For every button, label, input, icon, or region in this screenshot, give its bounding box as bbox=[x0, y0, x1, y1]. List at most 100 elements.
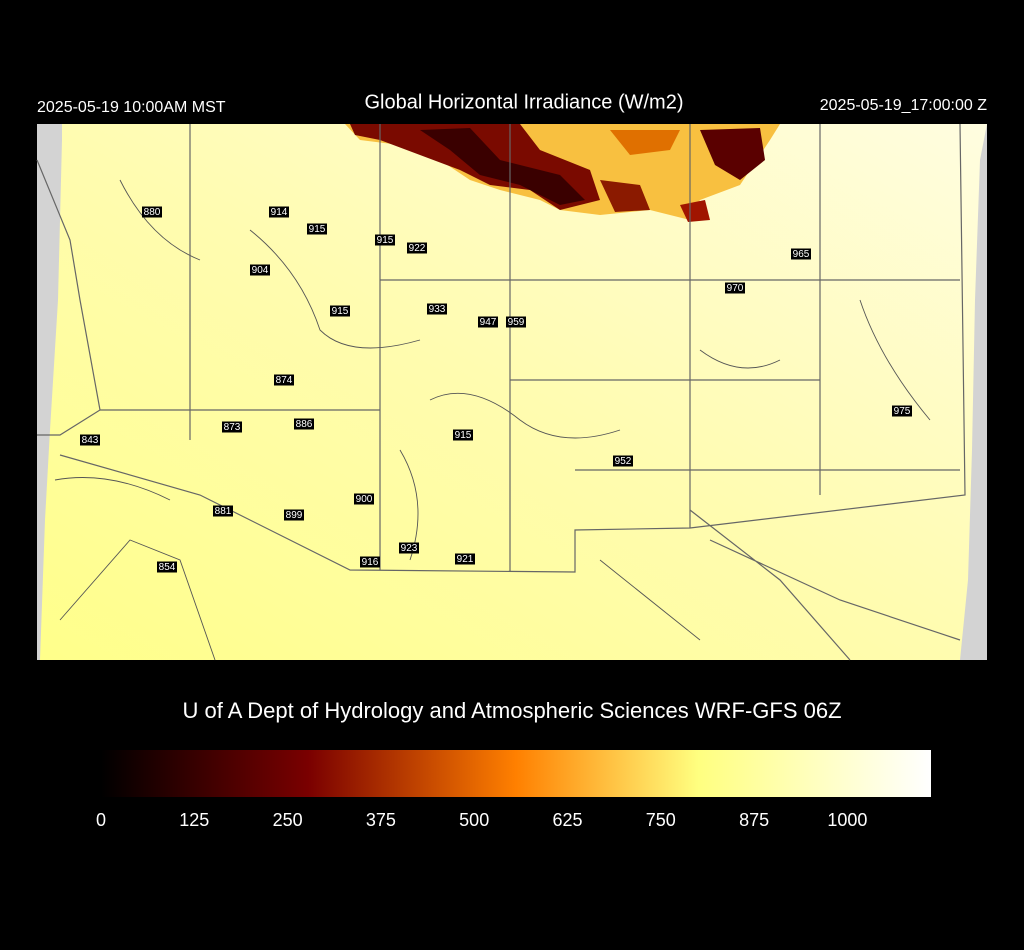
station-value: 899 bbox=[286, 510, 303, 521]
station: 959 bbox=[506, 316, 526, 328]
colorbar-tick-label: 750 bbox=[646, 810, 676, 830]
station: 900 bbox=[354, 493, 374, 505]
station: 854 bbox=[157, 561, 177, 573]
station: 952 bbox=[613, 455, 633, 467]
station: 843 bbox=[80, 434, 100, 446]
station: 899 bbox=[284, 509, 304, 521]
station-box bbox=[142, 206, 162, 218]
colorbar-tick-label: 375 bbox=[366, 810, 396, 830]
credit: U of A Dept of Hydrology and Atmospheric… bbox=[182, 698, 841, 723]
station: 975 bbox=[892, 405, 912, 417]
cloud-field bbox=[345, 124, 780, 222]
station-box bbox=[407, 242, 427, 254]
station: 880 bbox=[142, 206, 162, 218]
station-box bbox=[375, 234, 395, 246]
station-box bbox=[427, 303, 447, 315]
station-box bbox=[213, 505, 233, 517]
station-box bbox=[399, 542, 419, 554]
colorbar-tick-label: 1000 bbox=[827, 810, 867, 830]
station: 933 bbox=[427, 303, 447, 315]
station-box bbox=[294, 418, 314, 430]
valid-utc: 2025-05-19_17:00:00 Z bbox=[820, 97, 987, 114]
station-value: 914 bbox=[271, 207, 288, 218]
colorbar-tick-label: 125 bbox=[179, 810, 209, 830]
station: 922 bbox=[407, 242, 427, 254]
station-value: 915 bbox=[455, 430, 472, 441]
station-value: 886 bbox=[296, 419, 313, 430]
station-value: 900 bbox=[356, 494, 373, 505]
station-box bbox=[354, 493, 374, 505]
station-value: 916 bbox=[362, 557, 379, 568]
station: 915 bbox=[307, 223, 327, 235]
station: 970 bbox=[725, 282, 745, 294]
station-value: 904 bbox=[252, 265, 269, 276]
station: 874 bbox=[274, 374, 294, 386]
station-value: 952 bbox=[615, 456, 632, 467]
station: 881 bbox=[213, 505, 233, 517]
station-value: 843 bbox=[82, 435, 99, 446]
station-box bbox=[222, 421, 242, 433]
station-box bbox=[307, 223, 327, 235]
station-value: 933 bbox=[429, 304, 446, 315]
station: 886 bbox=[294, 418, 314, 430]
station-value: 915 bbox=[377, 235, 394, 246]
station-value: 881 bbox=[215, 506, 232, 517]
station: 965 bbox=[791, 248, 811, 260]
colorbar-tick-label: 500 bbox=[459, 810, 489, 830]
station-value: 874 bbox=[276, 375, 293, 386]
station-box bbox=[274, 374, 294, 386]
station-value: 947 bbox=[480, 317, 497, 328]
station: 915 bbox=[375, 234, 395, 246]
station-box bbox=[725, 282, 745, 294]
map-title: Global Horizontal Irradiance (W/m2) bbox=[365, 91, 684, 113]
station-value: 873 bbox=[224, 422, 241, 433]
station-box bbox=[506, 316, 526, 328]
colorbar-ticks: 0 125 250 375 500 625 750 875 1000 bbox=[96, 810, 867, 830]
station-box bbox=[80, 434, 100, 446]
station-value: 923 bbox=[401, 543, 418, 554]
station-value: 921 bbox=[457, 554, 474, 565]
station-value: 970 bbox=[727, 283, 744, 294]
map-field bbox=[37, 124, 987, 660]
colorbar bbox=[101, 750, 931, 797]
no-data-left bbox=[37, 124, 62, 660]
station-box bbox=[269, 206, 289, 218]
valid-local: 2025-05-19 10:00AM MST bbox=[37, 99, 226, 116]
map bbox=[36, 123, 987, 661]
station-value: 880 bbox=[144, 207, 161, 218]
colorbar-tick-label: 625 bbox=[552, 810, 582, 830]
colorbar-tick-label: 0 bbox=[96, 810, 106, 830]
station-box bbox=[478, 316, 498, 328]
station-value: 922 bbox=[409, 243, 426, 254]
station: 921 bbox=[455, 553, 475, 565]
station: 914 bbox=[269, 206, 289, 218]
station-box bbox=[284, 509, 304, 521]
station-box bbox=[613, 455, 633, 467]
station-box bbox=[892, 405, 912, 417]
station: 923 bbox=[399, 542, 419, 554]
station: 904 bbox=[250, 264, 270, 276]
station: 915 bbox=[453, 429, 473, 441]
colorbar-tick-label: 875 bbox=[739, 810, 769, 830]
station-box bbox=[250, 264, 270, 276]
station-box bbox=[330, 305, 350, 317]
station-box bbox=[455, 553, 475, 565]
station-box bbox=[157, 561, 177, 573]
station-value: 854 bbox=[159, 562, 176, 573]
station-labels: 880 914 915 915 922 904 970 965 933 915 947 959 874 9… bbox=[80, 206, 912, 573]
station: 915 bbox=[330, 305, 350, 317]
station: 873 bbox=[222, 421, 242, 433]
station-box bbox=[360, 556, 380, 568]
station-box bbox=[453, 429, 473, 441]
station-value: 915 bbox=[332, 306, 349, 317]
station-value: 975 bbox=[894, 406, 911, 417]
station: 947 bbox=[478, 316, 498, 328]
station-value: 965 bbox=[793, 249, 810, 260]
colorbar-tick-label: 250 bbox=[273, 810, 303, 830]
no-data-right bbox=[960, 124, 987, 660]
station-value: 959 bbox=[508, 317, 525, 328]
station-value: 915 bbox=[309, 224, 326, 235]
station: 916 bbox=[360, 556, 380, 568]
